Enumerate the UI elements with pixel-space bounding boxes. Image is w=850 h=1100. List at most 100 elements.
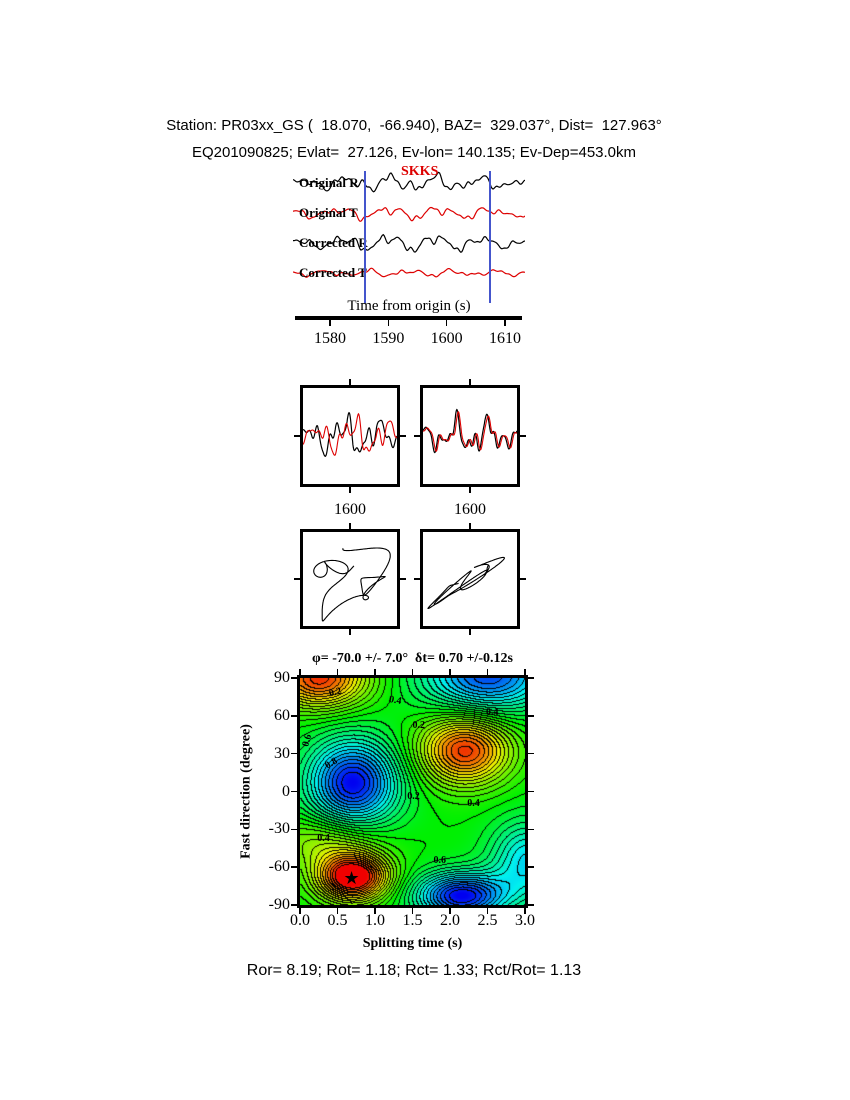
panel-left-tick-label: 1600 <box>334 501 366 518</box>
time-axis-tick <box>445 320 448 326</box>
misfit-ytick-label: -60 <box>268 858 290 876</box>
misfit-xtick <box>374 669 376 675</box>
waveform-compare-panel-right <box>420 385 520 487</box>
misfit-xtick <box>299 908 301 914</box>
misfit-xtick-label: 0.0 <box>290 912 310 929</box>
misfit-xtick <box>449 669 451 675</box>
waveform-compare-left-traces <box>303 411 397 457</box>
misfit-xtick <box>299 669 301 675</box>
misfit-xtick <box>374 908 376 914</box>
misfit-ytick <box>528 904 534 906</box>
result-line: Ror= 8.19; Rot= 1.18; Rct= 1.33; Rct/Rot… <box>246 962 582 979</box>
misfit-ytick <box>528 828 534 831</box>
panel-tick <box>349 487 351 493</box>
misfit-ytick <box>291 790 297 793</box>
misfit-xtick <box>524 669 526 675</box>
seismogram-traces <box>293 171 525 278</box>
station-info-line: Station: PR03xx_GS ( 18.070, -66.940), B… <box>166 117 662 134</box>
misfit-xtick-label: 2.0 <box>440 912 460 929</box>
misfit-ytick <box>291 715 297 717</box>
panel-tick <box>520 578 526 580</box>
misfit-ytick <box>291 677 297 679</box>
panel-tick <box>349 629 351 635</box>
misfit-title: φ= -70.0 +/- 7.0° δt= 0.70 +/-0.12s <box>312 651 513 666</box>
panel-tick <box>400 435 406 437</box>
particle-motion-corrected-curve <box>427 556 505 610</box>
misfit-ytick <box>528 790 534 793</box>
misfit-xtick <box>486 908 489 914</box>
misfit-contour-map <box>300 678 525 905</box>
time-axis-tick-label: 1590 <box>372 330 405 347</box>
misfit-xtick-label: 3.0 <box>515 912 535 929</box>
analysis-window-line-0 <box>364 171 366 303</box>
waveform-compare-right-traces <box>423 408 517 454</box>
panel-tick <box>414 435 420 437</box>
misfit-ytick <box>528 752 534 755</box>
time-axis-tick <box>387 320 390 326</box>
misfit-ytick <box>528 715 534 717</box>
panel-tick <box>349 379 351 385</box>
trace-label-corrected-r: Corrected R <box>299 235 368 250</box>
event-info-line: EQ201090825; Evlat= 27.126, Ev-lon= 140.… <box>191 144 637 161</box>
misfit-ytick <box>528 866 534 868</box>
panel-tick <box>469 379 471 385</box>
contour-label: 0.4 <box>317 833 330 845</box>
contour-label: 0.2 <box>412 719 426 731</box>
contour-label: 0.2 <box>407 790 420 802</box>
misfit-xtick <box>336 908 339 914</box>
contour-label: 0.4 <box>486 707 499 719</box>
misfit-ytick-label: 60 <box>274 706 290 724</box>
panel-tick <box>520 435 526 437</box>
misfit-xtick <box>524 908 526 914</box>
misfit-xtick <box>336 669 339 675</box>
particle-motion-panel-original <box>300 529 400 629</box>
panel-tick <box>414 578 420 580</box>
seismogram-panel: Original R Original T Corrected R Correc… <box>293 164 525 308</box>
time-axis-line <box>295 316 522 320</box>
contour-label: 0.4 <box>387 693 402 707</box>
time-axis-tick <box>329 320 331 326</box>
time-axis-tick <box>504 320 506 326</box>
misfit-ytick <box>291 828 297 831</box>
waveform-compare-panel-left <box>300 385 400 487</box>
particle-motion-panel-corrected <box>420 529 520 629</box>
trace-label-corrected-t: Corrected T <box>299 265 367 280</box>
panel-tick <box>469 629 471 635</box>
trace-label-original-r: Original R <box>299 175 359 190</box>
panel-tick <box>294 435 300 437</box>
misfit-ytick-label: 0 <box>282 782 290 800</box>
panel-tick <box>400 578 406 580</box>
contour-label: 0.6 <box>433 854 447 866</box>
contour-label: 0.4 <box>467 798 480 810</box>
misfit-xtick-label: 1.5 <box>402 912 423 929</box>
time-axis: 1580 1590 1600 1610 <box>293 316 525 356</box>
time-axis-tick-label: 1580 <box>314 330 346 347</box>
best-solution-star: ★ <box>343 867 360 889</box>
particle-motion-original-curve <box>313 547 391 622</box>
trace-label-original-t: Original T <box>299 205 358 220</box>
phase-label: SKKS <box>401 164 439 179</box>
panel-tick <box>349 523 351 529</box>
misfit-xtick-label: 2.5 <box>477 912 498 929</box>
panel-tick <box>294 578 300 580</box>
time-axis-tick-label: 1610 <box>489 330 521 347</box>
misfit-xtick-label: 0.5 <box>327 912 348 929</box>
analysis-window-line-1 <box>489 171 491 303</box>
misfit-xtick <box>411 669 414 675</box>
misfit-xtick <box>411 908 414 914</box>
misfit-ytick <box>291 904 297 906</box>
misfit-xtick <box>486 669 489 675</box>
panel-tick <box>469 523 471 529</box>
misfit-ytick <box>291 752 297 755</box>
misfit-ytick-label: -90 <box>268 896 290 913</box>
misfit-ytick <box>291 866 297 868</box>
time-axis-title: Time from origin (s) <box>347 298 471 314</box>
misfit-ytick-label: 30 <box>274 744 290 762</box>
misfit-ytick-label: -30 <box>268 820 290 838</box>
panel-right-tick-label: 1600 <box>454 501 486 518</box>
misfit-ytick <box>528 677 534 679</box>
panel-tick <box>469 487 471 493</box>
misfit-xtick <box>449 908 451 914</box>
misfit-ytick-label: 90 <box>274 669 290 686</box>
